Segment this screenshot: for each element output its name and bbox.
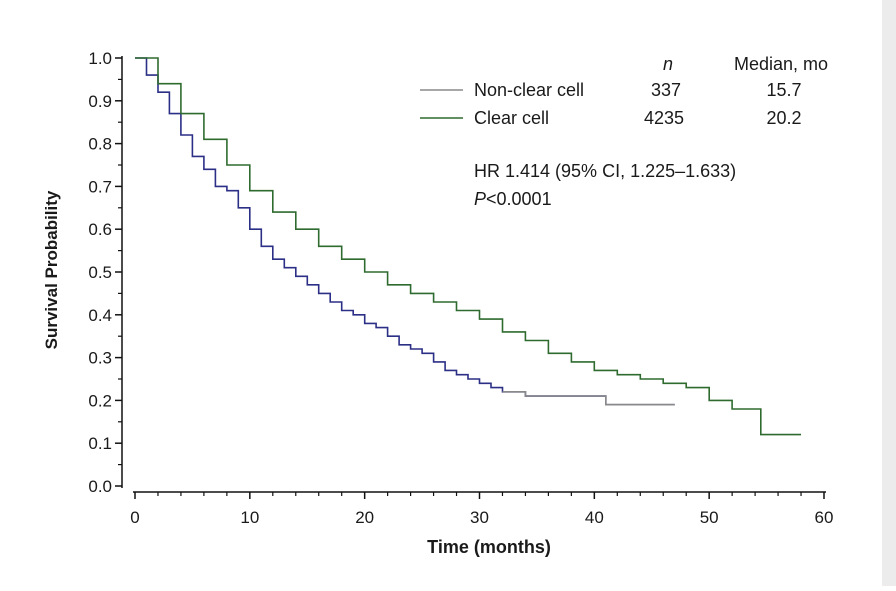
legend-median-non-clear-cell: 15.7 [766, 80, 801, 100]
y-tick-label: 0.8 [88, 135, 112, 154]
legend-header-n: n [663, 54, 673, 74]
legend-n-clear-cell: 4235 [644, 108, 684, 128]
hazard-ratio-annotation: HR 1.414 (95% CI, 1.225–1.633) [474, 161, 736, 181]
legend-n-non-clear-cell: 337 [651, 80, 681, 100]
series-layer [135, 57, 801, 436]
legend-header-median: Median, mo [734, 54, 828, 74]
p-value-symbol: P [474, 189, 486, 209]
y-tick-label: 0.0 [88, 477, 112, 496]
y-tick-label: 0.9 [88, 92, 112, 111]
y-axis-label: Survival Probability [42, 190, 61, 349]
x-axis-label: Time (months) [427, 537, 551, 557]
legend: n Median, mo Non-clear cell 337 15.7 Cle… [420, 54, 828, 128]
x-tick-label: 60 [815, 508, 834, 527]
x-tick-label: 40 [585, 508, 604, 527]
series-line-non-clear-cell [135, 57, 675, 406]
p-value-number: <0.0001 [486, 189, 552, 209]
x-tick-label: 50 [700, 508, 719, 527]
y-tick-label: 0.7 [88, 177, 112, 196]
series-tail-non-clear-cell [502, 391, 675, 406]
right-edge-strip [882, 0, 896, 586]
legend-label-non-clear-cell: Non-clear cell [474, 80, 584, 100]
x-tick-label: 20 [355, 508, 374, 527]
y-axis-ticks: 0.0 0.1 0.2 0.3 0.4 0.5 0.6 0.7 0.8 0.9 1.0 [88, 49, 122, 496]
y-tick-label: 0.2 [88, 391, 112, 410]
series-line-clear-cell [135, 57, 801, 436]
y-tick-label: 1.0 [88, 49, 112, 68]
legend-median-clear-cell: 20.2 [766, 108, 801, 128]
y-tick-label: 0.4 [88, 306, 112, 325]
x-tick-label: 10 [240, 508, 259, 527]
x-tick-label: 30 [470, 508, 489, 527]
x-axis-ticks: 0 10 20 30 40 50 60 [130, 492, 833, 527]
p-value-annotation: P<0.0001 [474, 189, 552, 209]
y-tick-label: 0.3 [88, 349, 112, 368]
x-tick-label: 0 [130, 508, 139, 527]
legend-label-clear-cell: Clear cell [474, 108, 549, 128]
y-tick-label: 0.5 [88, 263, 112, 282]
y-tick-label: 0.1 [88, 434, 112, 453]
y-tick-label: 0.6 [88, 220, 112, 239]
